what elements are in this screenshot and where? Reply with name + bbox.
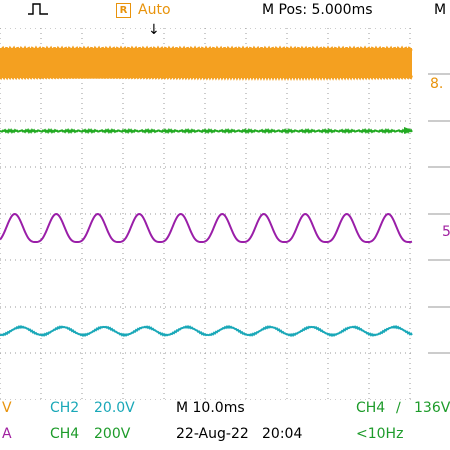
ch1-scale-fragment: V bbox=[2, 400, 12, 416]
ch3-side-label: 5 bbox=[442, 224, 450, 240]
ch3-trace bbox=[0, 212, 413, 244]
ch4-scale: 200V bbox=[94, 426, 131, 442]
menu-label[interactable]: M bbox=[434, 2, 447, 18]
waveform-traces bbox=[0, 45, 413, 338]
ch1-side-label: 8. bbox=[430, 76, 444, 92]
graticule bbox=[0, 28, 450, 400]
ch2-label[interactable]: CH2 bbox=[50, 400, 80, 416]
ch4-label[interactable]: CH4 bbox=[50, 426, 80, 442]
bottom-status-bar: V CH2 20.0V M 10.0ms CH4 ∕ 136V A CH4 20… bbox=[0, 398, 450, 450]
time: 20:04 bbox=[262, 426, 303, 442]
trigger-position-marker: ↓ bbox=[148, 22, 160, 38]
trigger-level: 136V bbox=[414, 400, 450, 416]
ch1-trace-edge-top bbox=[0, 45, 413, 53]
ch2-scale: 20.0V bbox=[94, 400, 135, 416]
trigger-frequency: <10Hz bbox=[356, 426, 404, 442]
ch2-trace bbox=[0, 128, 413, 134]
acquisition-badge[interactable]: R bbox=[116, 3, 131, 18]
trigger-mode[interactable]: Auto bbox=[138, 2, 171, 18]
ch1-trace-edge-bottom bbox=[0, 73, 413, 81]
ch2-trigger-marker bbox=[404, 127, 412, 134]
ch1-trace bbox=[0, 48, 412, 78]
trigger-edge-icon bbox=[28, 3, 48, 15]
top-status-bar: R Auto M Pos: 5.000ms M ↓ bbox=[0, 0, 450, 38]
scope-display bbox=[0, 28, 450, 400]
trigger-slope-icon: ∕ bbox=[396, 400, 401, 416]
ch4-trace bbox=[0, 324, 413, 338]
trigger-source: CH4 bbox=[356, 400, 386, 416]
ch3-scale-fragment: A bbox=[2, 426, 12, 442]
horizontal-position: M Pos: 5.000ms bbox=[262, 2, 373, 18]
timebase: M 10.0ms bbox=[176, 400, 245, 416]
date: 22-Aug-22 bbox=[176, 426, 249, 442]
